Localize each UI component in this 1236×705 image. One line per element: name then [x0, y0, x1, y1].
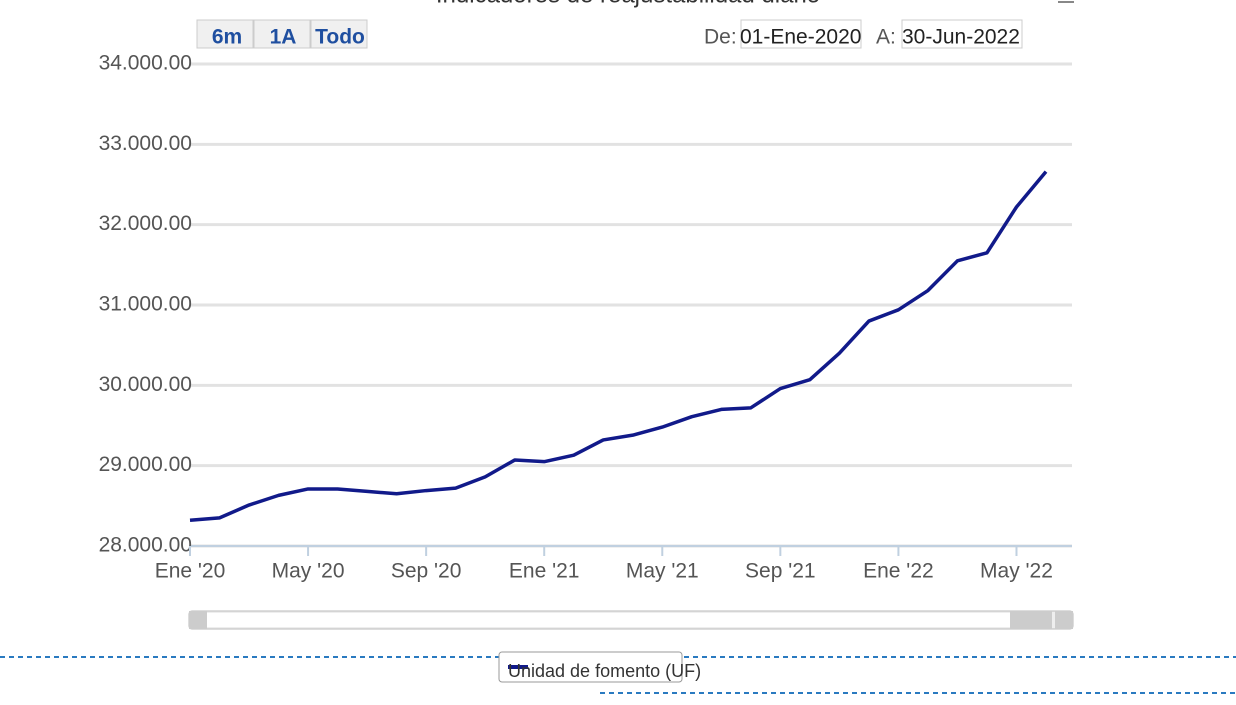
range-input[interactable]: [901, 19, 1023, 49]
range-selector: 6m 1A Todo De: 01-Ene-2020 A: 30-Jun-202…: [196, 19, 1023, 49]
scroll-right[interactable]: [1055, 611, 1073, 629]
y-tick-label: 33.000.00: [99, 132, 192, 155]
range-button[interactable]: [310, 19, 368, 49]
y-tick-label: 28.000.00: [99, 534, 192, 557]
x-tick-label: Sep '21: [745, 560, 816, 583]
x-tick-label: May '20: [272, 560, 345, 583]
y-tick-label: 32.000.00: [99, 212, 192, 235]
scroll-left[interactable]: [189, 611, 207, 629]
x-tick-label: May '22: [980, 560, 1053, 583]
x-tick-label: May '21: [626, 560, 699, 583]
range-input[interactable]: [740, 19, 862, 49]
y-tick-label: 30.000.00: [99, 373, 192, 396]
range-to[interactable]: 30-Jun-2022: [902, 26, 1020, 49]
range-button[interactable]: [196, 19, 254, 49]
range-to-label: A:: [876, 26, 896, 49]
y-tick-label: 29.000.00: [99, 453, 192, 476]
legend-label[interactable]: Unidad de fomento (UF): [508, 661, 701, 681]
y-tick-label: 31.000.00: [99, 293, 192, 316]
x-tick-label: Ene '20: [155, 560, 226, 583]
x-tick-label: Ene '21: [509, 560, 580, 583]
series-line: [189, 170, 1048, 523]
y-tick-label: 34.000.00: [99, 52, 192, 75]
chart-title: Indicadores de reajustabilidad diario: [436, 0, 820, 8]
legend-box: [498, 651, 683, 683]
range-from[interactable]: 01-Ene-2020: [740, 26, 861, 49]
navigator-scrollbar: [188, 610, 1074, 630]
scrollbar-window: [207, 613, 1010, 627]
range-from-label: De:: [704, 26, 737, 49]
x-tick-label: Ene '22: [863, 560, 934, 583]
range-button-label[interactable]: 1A: [270, 26, 297, 49]
x-tick-label: Sep '20: [391, 560, 462, 583]
scrollbar-thumb[interactable]: [1010, 611, 1052, 629]
range-button[interactable]: [253, 19, 311, 49]
range-button-label[interactable]: Todo: [315, 26, 365, 49]
range-button-label[interactable]: 6m: [212, 26, 242, 49]
